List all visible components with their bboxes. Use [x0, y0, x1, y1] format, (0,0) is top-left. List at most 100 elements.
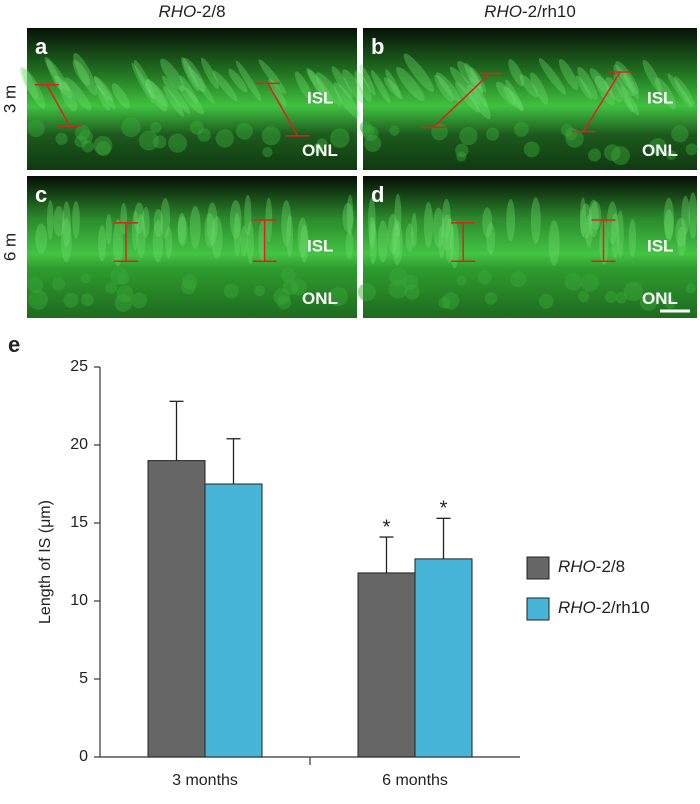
cell-segment	[346, 194, 354, 236]
cell-segment	[558, 58, 579, 91]
cell-segment	[111, 83, 130, 109]
nucleus	[361, 123, 375, 138]
nucleus	[564, 272, 583, 291]
nucleus	[604, 144, 621, 161]
cell-segment	[385, 69, 401, 98]
nucleus	[215, 129, 234, 148]
panel-letter: a	[35, 34, 48, 59]
cell-segment	[681, 195, 690, 235]
cell-segment	[449, 66, 481, 105]
cell-segment	[177, 216, 188, 246]
cell-segment	[95, 84, 110, 111]
bar	[147, 460, 206, 758]
cell-segment	[674, 76, 695, 106]
nucleus	[666, 150, 677, 161]
cell-segment	[623, 70, 639, 100]
micrograph	[27, 176, 357, 318]
cell-segment	[44, 56, 70, 92]
cell-segment	[368, 197, 376, 245]
legend-swatch	[526, 597, 550, 621]
cell-segment	[370, 70, 391, 103]
nucleus	[93, 136, 113, 155]
nucleus	[280, 267, 296, 283]
cell-segment	[160, 197, 171, 239]
column-title: RHO-2/rh10	[484, 2, 576, 21]
cell-segment	[152, 220, 164, 263]
nucleus	[27, 119, 45, 138]
cell-segment	[307, 69, 330, 105]
cell-segment	[449, 220, 459, 269]
nucleus	[456, 275, 467, 286]
cell-segment	[486, 222, 496, 255]
cell-segment	[315, 72, 343, 106]
cell-segment	[438, 225, 445, 259]
nucleus	[357, 283, 376, 302]
nucleus	[456, 151, 467, 162]
nucleus	[273, 288, 291, 306]
cell-segment	[206, 202, 218, 246]
cell-segment	[387, 213, 399, 254]
y-tick-label: 0	[79, 748, 88, 765]
cell-segment	[616, 210, 624, 258]
cell-segment	[145, 79, 169, 107]
cell-segment	[22, 68, 46, 109]
nucleus	[362, 125, 379, 142]
legend-label: RHO-2/8	[558, 557, 625, 576]
nucleus	[138, 130, 159, 151]
nucleus	[588, 148, 602, 162]
cell-segment	[60, 218, 72, 263]
cell-segment	[530, 197, 541, 244]
nucleus	[639, 293, 658, 311]
micrograph	[363, 28, 697, 170]
nucleus	[189, 120, 204, 135]
cell-segment	[369, 221, 377, 265]
cell-segment	[113, 219, 123, 267]
nucleus	[105, 282, 117, 294]
cell-segment	[508, 59, 525, 87]
nucleus	[150, 121, 162, 134]
cell-segment	[161, 75, 190, 114]
nucleus	[96, 141, 111, 157]
nucleus	[388, 279, 408, 299]
y-tick-label: 10	[70, 592, 88, 609]
cell-segment	[530, 72, 549, 105]
cell-segment	[136, 213, 146, 259]
measure-arrow	[267, 83, 299, 137]
layer-label: ONL	[302, 141, 338, 160]
nucleus	[316, 138, 328, 150]
nucleus	[438, 297, 451, 309]
micrograph	[27, 28, 357, 170]
nucleus	[560, 123, 574, 137]
cell-segment	[246, 221, 254, 265]
nucleus	[27, 277, 44, 293]
cell-segment	[333, 82, 360, 119]
nucleus	[484, 292, 498, 305]
cell-segment	[62, 201, 71, 248]
nucleus	[523, 141, 540, 158]
cell-segment	[482, 207, 493, 239]
nucleus	[80, 273, 91, 284]
cell-segment	[228, 68, 248, 93]
bar	[357, 572, 416, 758]
panel-letter: b	[371, 34, 384, 59]
cell-segment	[300, 224, 309, 263]
y-tick-label: 25	[70, 358, 88, 375]
bar	[204, 483, 263, 758]
cell-segment	[53, 205, 65, 237]
cell-segment	[93, 76, 116, 110]
cell-segment	[613, 74, 634, 113]
nucleus	[153, 135, 167, 149]
measure-arrow	[582, 71, 621, 133]
nucleus	[181, 274, 198, 290]
cell-segment	[620, 85, 640, 116]
cell-segment	[588, 199, 599, 238]
cell-segment	[145, 78, 168, 112]
nucleus	[223, 283, 239, 299]
cell-segment	[589, 201, 602, 231]
layer-label: ONL	[302, 289, 338, 308]
cell-segment	[134, 202, 145, 234]
nucleus	[74, 124, 91, 141]
cell-segment	[495, 81, 517, 106]
nucleus	[671, 125, 689, 143]
